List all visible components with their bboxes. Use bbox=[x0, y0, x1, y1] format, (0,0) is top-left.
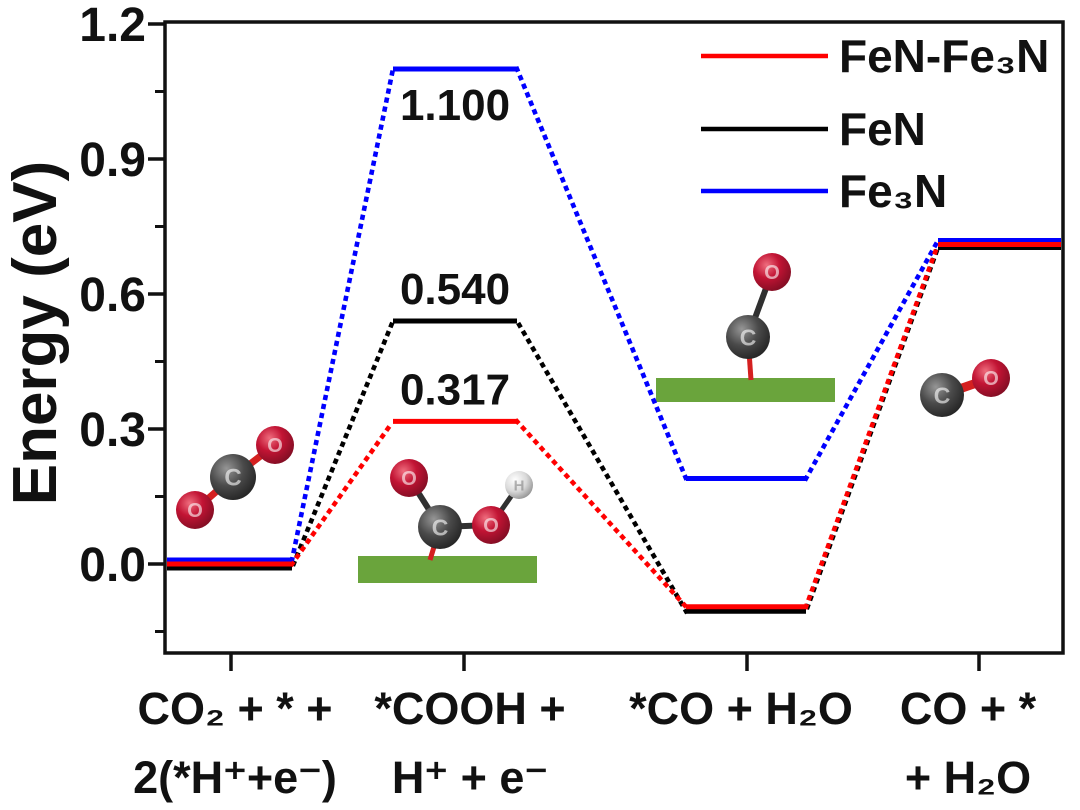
connector-Fe₃N bbox=[802, 237, 942, 482]
atom-o-icon bbox=[972, 359, 1010, 397]
atom-label-c: C bbox=[934, 382, 951, 408]
atom-label-o: O bbox=[187, 500, 203, 522]
catalyst-slab bbox=[358, 556, 537, 583]
y-tick-label: 0.3 bbox=[79, 404, 146, 457]
annotation-energy-value: 0.317 bbox=[400, 365, 510, 414]
x-category-label: *CO + H₂O bbox=[629, 683, 853, 734]
connector-FeN-Fe₃N bbox=[803, 241, 941, 610]
atom-c-icon bbox=[726, 315, 770, 359]
atom-o-icon bbox=[256, 426, 294, 464]
atom-label-c: C bbox=[224, 465, 241, 492]
atom-h-icon bbox=[505, 471, 533, 499]
connector-FeN-Fe₃N bbox=[288, 418, 397, 568]
atom-o-icon bbox=[390, 459, 428, 497]
atom-label-o: O bbox=[401, 468, 417, 490]
connector-FeN bbox=[513, 317, 690, 615]
x-category-label: + H₂O bbox=[905, 752, 1031, 803]
legend-label: FeN bbox=[839, 103, 926, 155]
atom-label-c: C bbox=[740, 324, 757, 350]
annotation-energy-value: 0.540 bbox=[400, 265, 510, 314]
plot-border bbox=[163, 20, 1065, 655]
atom-label-o: O bbox=[764, 262, 780, 284]
atom-o-icon bbox=[753, 253, 791, 291]
x-category-label: *COOH + bbox=[374, 683, 565, 734]
annotation-energy-value: 1.100 bbox=[400, 81, 510, 130]
x-category-label: CO + * bbox=[900, 683, 1037, 734]
atom-o-icon bbox=[176, 491, 214, 529]
catalyst-slab bbox=[656, 378, 835, 402]
y-tick-label: 0.0 bbox=[79, 539, 146, 592]
atom-c-icon bbox=[210, 454, 256, 500]
connector-FeN-Fe₃N bbox=[513, 418, 690, 610]
y-tick-label: 0.6 bbox=[79, 269, 146, 322]
atom-label-h: H bbox=[514, 477, 525, 494]
x-category-label: CO₂ + * + bbox=[137, 683, 332, 734]
legend-label: Fe₃N bbox=[839, 165, 947, 217]
atom-c-icon bbox=[418, 505, 462, 549]
legend-label: FeN-Fe₃N bbox=[839, 30, 1049, 82]
x-category-label: H⁺ + e⁻ bbox=[392, 752, 548, 803]
atom-label-c: C bbox=[432, 514, 449, 540]
x-category-label: 2(*H⁺+e⁻) bbox=[133, 752, 337, 803]
connector-Fe₃N bbox=[513, 65, 690, 482]
connector-FeN bbox=[289, 318, 396, 571]
atom-label-o: O bbox=[267, 435, 283, 457]
y-axis-title: Energy (eV) bbox=[1, 160, 70, 506]
atom-label-o: O bbox=[483, 515, 499, 537]
connector-Fe₃N bbox=[289, 66, 396, 563]
atom-o-icon bbox=[472, 506, 510, 544]
y-tick-label: 1.2 bbox=[79, 0, 146, 52]
atom-c-icon bbox=[920, 373, 964, 417]
atom-label-o: O bbox=[983, 368, 999, 390]
y-tick-label: 0.9 bbox=[79, 134, 146, 187]
